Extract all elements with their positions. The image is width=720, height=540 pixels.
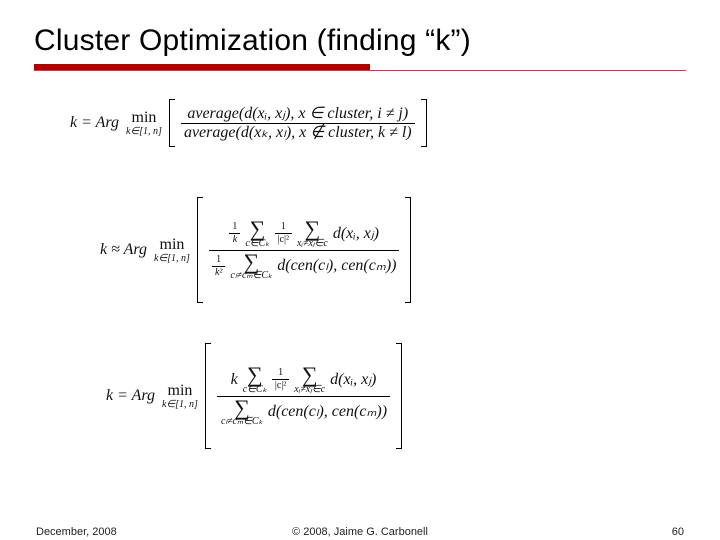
f3-op-sub: k∈[1, n] [162,400,198,410]
f3-num-sum1: c∈Cₖ [243,385,267,395]
f2-den-tail: d(cen(cₗ), cen(cₘ)) [277,258,396,274]
f1-den: average(d(xₖ, xₗ), x ∉ cluster, k ≠ l) [181,124,415,142]
formula-1: k = Arg min k∈[1, n] average(d(xᵢ, xⱼ), … [70,99,427,147]
f3-num-pre: k [231,372,238,388]
f3-lhs: k = Arg [106,388,155,404]
f2-den-frac-top: 1 [212,254,225,266]
f1-op: min [126,110,162,126]
f2-op: min [154,237,190,253]
f1-lhs: k = Arg [70,115,119,131]
formula-area: k = Arg min k∈[1, n] average(d(xᵢ, xⱼ), … [34,81,686,481]
title-underline-thin [34,70,686,71]
f1-op-sub: k∈[1, n] [126,127,162,137]
page-title: Cluster Optimization (finding “k”) [34,24,686,58]
f3-op: min [162,383,198,399]
f3-num-sum2: xᵢ≠xⱼ∈c [294,385,325,395]
f2-den-frac-bot: k² [212,267,225,279]
f2-num-sum2: xᵢ≠xⱼ∈c [297,239,328,249]
f3-num-mid-bot: |c|² [272,380,289,392]
footer-copyright: © 2008, Jaime G. Carbonell [0,526,720,538]
f2-num-frac-bot: k [229,234,240,246]
f2-den-sum: cₗ≠cₘ∈Cₖ [230,271,272,281]
f3-den-tail: d(cen(cₗ), cen(cₘ)) [268,404,387,420]
f3-den-sum: cₗ≠cₘ∈Cₖ [221,417,263,427]
f2-lhs: k ≈ Arg [100,242,147,258]
f2-num-frac-top: 1 [229,221,240,233]
f2-num-mid-bot: |c|² [275,234,292,246]
formula-2: k ≈ Arg min k∈[1, n] 1 k ∑ c∈Cₖ [100,197,411,303]
f2-num-tail: d(xᵢ, xⱼ) [333,226,379,242]
formula-3: k = Arg min k∈[1, n] k ∑ c∈Cₖ 1 |c|² [106,343,402,449]
f3-num-tail: d(xᵢ, xⱼ) [330,372,376,388]
f2-num-sum1: c∈Cₖ [245,239,269,249]
f3-num-mid-top: 1 [272,367,289,379]
f1-num: average(d(xᵢ, xⱼ), x ∈ cluster, i ≠ j) [181,105,415,123]
f2-op-sub: k∈[1, n] [154,254,190,264]
footer-page: 60 [672,526,684,538]
f2-num-mid-top: 1 [275,221,292,233]
